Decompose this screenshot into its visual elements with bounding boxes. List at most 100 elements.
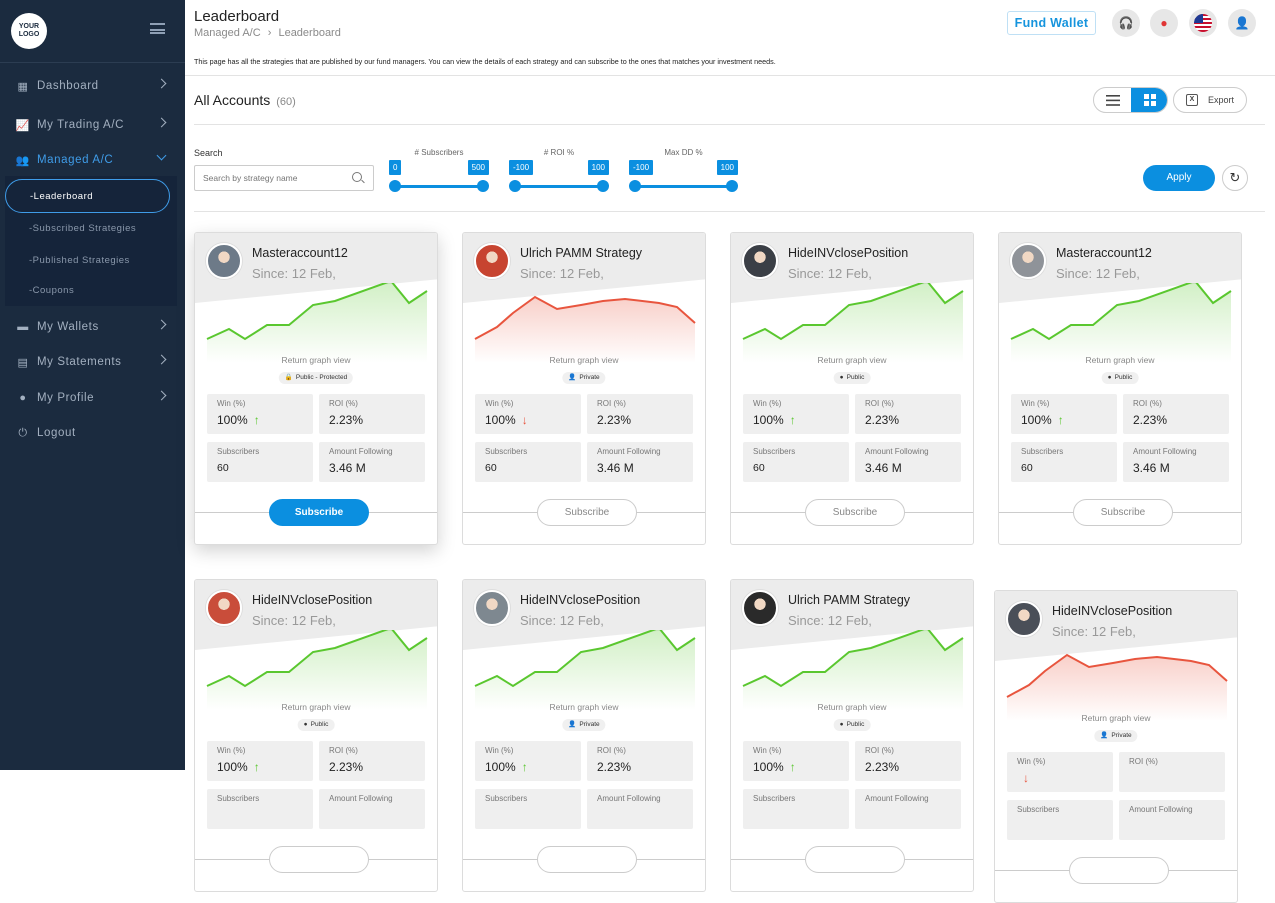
- logo[interactable]: YOUR LOGO: [11, 13, 47, 49]
- win-value: 100%: [217, 760, 248, 774]
- sidebar-item-statements[interactable]: ▤ My Statements: [0, 348, 185, 376]
- manager-avatar[interactable]: [1006, 601, 1042, 637]
- amount-stat: Amount Following: [855, 789, 961, 829]
- subscribers-stat: Subscribers: [475, 789, 581, 829]
- return-sparkline[interactable]: [463, 630, 706, 710]
- slider-min-handle[interactable]: [509, 180, 521, 192]
- return-sparkline[interactable]: [731, 630, 974, 710]
- strategy-card[interactable]: HideINVclosePosition Since: 12 Feb, Retu…: [730, 232, 974, 545]
- strategy-card[interactable]: HideINVclosePosition Since: 12 Feb, Retu…: [462, 579, 706, 892]
- return-sparkline[interactable]: [999, 283, 1242, 363]
- stat-label: Win (%): [485, 746, 514, 755]
- slider-min-handle[interactable]: [389, 180, 401, 192]
- chevron-right-icon: [156, 78, 167, 89]
- submenu-item-coupons[interactable]: -Coupons: [29, 284, 75, 296]
- return-sparkline[interactable]: [195, 630, 438, 710]
- strategy-name[interactable]: HideINVclosePosition: [252, 593, 373, 607]
- strategy-name[interactable]: Ulrich PAMM Strategy: [520, 246, 643, 260]
- slider-min-value: -100: [629, 160, 654, 175]
- submenu-item-leaderboard[interactable]: -Leaderboard: [5, 179, 170, 213]
- slider-track[interactable]: [395, 185, 483, 188]
- subscribe-button[interactable]: [269, 846, 369, 873]
- menu-toggle-icon[interactable]: [150, 23, 165, 34]
- subscribe-button[interactable]: Subscribe: [537, 499, 637, 526]
- strategy-name[interactable]: HideINVclosePosition: [1052, 604, 1173, 618]
- sidebar-item-profile[interactable]: ● My Profile: [0, 384, 185, 412]
- amount-stat: Amount Following 3.46 M: [855, 442, 961, 482]
- subscribe-button[interactable]: [1069, 857, 1169, 884]
- us-flag-icon[interactable]: [1189, 9, 1217, 37]
- stat-value: ↓: [1017, 771, 1029, 785]
- submenu-item-published[interactable]: -Published Strategies: [29, 254, 130, 266]
- badge-label: Public: [846, 721, 865, 728]
- strategy-name[interactable]: Masteraccount12: [1056, 246, 1152, 260]
- manager-avatar[interactable]: [742, 243, 778, 279]
- sparkline-line: [1006, 653, 1228, 698]
- slider-track[interactable]: [515, 185, 603, 188]
- visibility-badge: 👤 Private: [562, 372, 606, 384]
- sidebar-item-managed[interactable]: 👥 Managed A/C: [0, 146, 185, 174]
- search-input[interactable]: [194, 165, 374, 191]
- strategy-card[interactable]: Masteraccount12 Since: 12 Feb, Return gr…: [194, 232, 438, 545]
- return-sparkline[interactable]: [731, 283, 974, 363]
- roi-stat: ROI (%) 2.23%: [587, 741, 693, 781]
- slider-max-handle[interactable]: [477, 180, 489, 192]
- slider-max-handle[interactable]: [597, 180, 609, 192]
- stat-value: 100% ↑: [217, 413, 260, 427]
- export-button[interactable]: X Export: [1173, 87, 1247, 113]
- strategy-card[interactable]: Ulrich PAMM Strategy Since: 12 Feb, Retu…: [462, 232, 706, 545]
- sidebar-item-wallets[interactable]: ▬ My Wallets: [0, 313, 185, 341]
- slider-max-handle[interactable]: [726, 180, 738, 192]
- fund-wallet-button[interactable]: Fund Wallet: [1007, 11, 1096, 35]
- excel-icon: X: [1185, 94, 1198, 106]
- submenu-item-subscribed[interactable]: -Subscribed Strategies: [29, 222, 137, 234]
- strategy-card[interactable]: HideINVclosePosition Since: 12 Feb, Retu…: [194, 579, 438, 892]
- sidebar-item-dashboard[interactable]: ▦ Dashboard: [0, 72, 185, 100]
- page-description: This page has all the strategies that ar…: [194, 57, 776, 66]
- strategy-name[interactable]: HideINVclosePosition: [520, 593, 641, 607]
- manager-avatar[interactable]: [474, 243, 510, 279]
- headset-icon[interactable]: 🎧: [1112, 9, 1140, 37]
- strategy-card[interactable]: Masteraccount12 Since: 12 Feb, Return gr…: [998, 232, 1242, 545]
- subscribe-button[interactable]: [537, 846, 637, 873]
- list-view-button[interactable]: [1094, 88, 1132, 112]
- strategy-name[interactable]: Ulrich PAMM Strategy: [788, 593, 911, 607]
- stat-label: ROI (%): [1129, 757, 1158, 766]
- user-avatar-icon[interactable]: 👤: [1228, 9, 1256, 37]
- subscribe-button[interactable]: Subscribe: [269, 499, 369, 526]
- subscribe-button[interactable]: Subscribe: [1073, 499, 1173, 526]
- manager-avatar[interactable]: [206, 590, 242, 626]
- strategy-card[interactable]: Ulrich PAMM Strategy Since: 12 Feb, Retu…: [730, 579, 974, 892]
- notification-bell-icon[interactable]: ●: [1150, 9, 1178, 37]
- strategy-name[interactable]: Masteraccount12: [252, 246, 348, 260]
- manager-avatar[interactable]: [206, 243, 242, 279]
- roi-value: 2.23%: [865, 760, 900, 774]
- stat-label: Subscribers: [217, 794, 260, 803]
- apply-button[interactable]: Apply: [1143, 165, 1215, 191]
- subscribers-stat: Subscribers 60: [207, 442, 313, 482]
- search-icon[interactable]: [352, 172, 362, 182]
- return-sparkline[interactable]: [995, 641, 1238, 721]
- stat-label: Amount Following: [329, 794, 393, 803]
- breadcrumb-parent[interactable]: Managed A/C: [194, 27, 261, 39]
- slider-track[interactable]: [635, 185, 732, 188]
- subscribe-button[interactable]: Subscribe: [805, 499, 905, 526]
- sidebar-item-logout[interactable]: ⏻ Logout: [0, 419, 185, 447]
- grid-view-button[interactable]: [1131, 88, 1167, 112]
- sidebar-item-trading[interactable]: 📈 My Trading A/C: [0, 111, 185, 139]
- strategy-card[interactable]: HideINVclosePosition Since: 12 Feb, Retu…: [994, 590, 1238, 903]
- manager-avatar[interactable]: [474, 590, 510, 626]
- graph-label: Return graph view: [281, 355, 351, 365]
- slider-min-handle[interactable]: [629, 180, 641, 192]
- user-circle-icon: ●: [19, 392, 27, 404]
- return-sparkline[interactable]: [195, 283, 438, 363]
- globe-icon: ●: [1107, 374, 1112, 381]
- return-sparkline[interactable]: [463, 283, 706, 363]
- refresh-icon[interactable]: ↻: [1222, 165, 1248, 191]
- manager-avatar[interactable]: [742, 590, 778, 626]
- subscribe-button[interactable]: [805, 846, 905, 873]
- managed-submenu: -Leaderboard -Subscribed Strategies -Pub…: [5, 176, 177, 306]
- strategy-name[interactable]: HideINVclosePosition: [788, 246, 909, 260]
- win-stat: Win (%) 100% ↓: [475, 394, 581, 434]
- manager-avatar[interactable]: [1010, 243, 1046, 279]
